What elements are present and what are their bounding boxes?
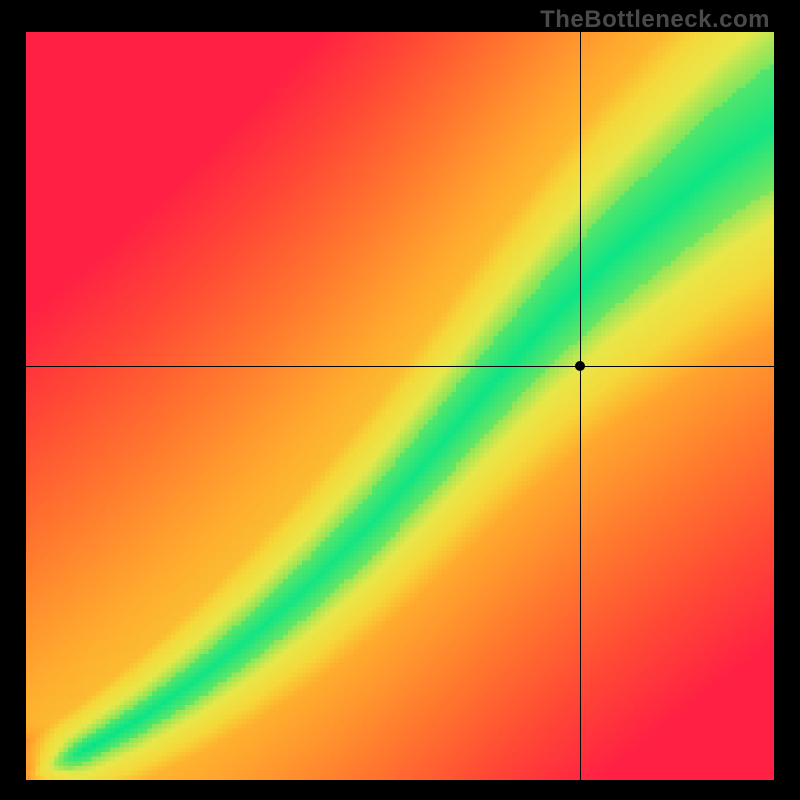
crosshair-vertical [580,32,581,780]
selection-marker[interactable] [575,361,585,371]
bottleneck-heatmap [26,32,774,780]
watermark: TheBottleneck.com [540,6,770,34]
heatmap-canvas [26,32,774,780]
crosshair-horizontal [26,366,774,367]
